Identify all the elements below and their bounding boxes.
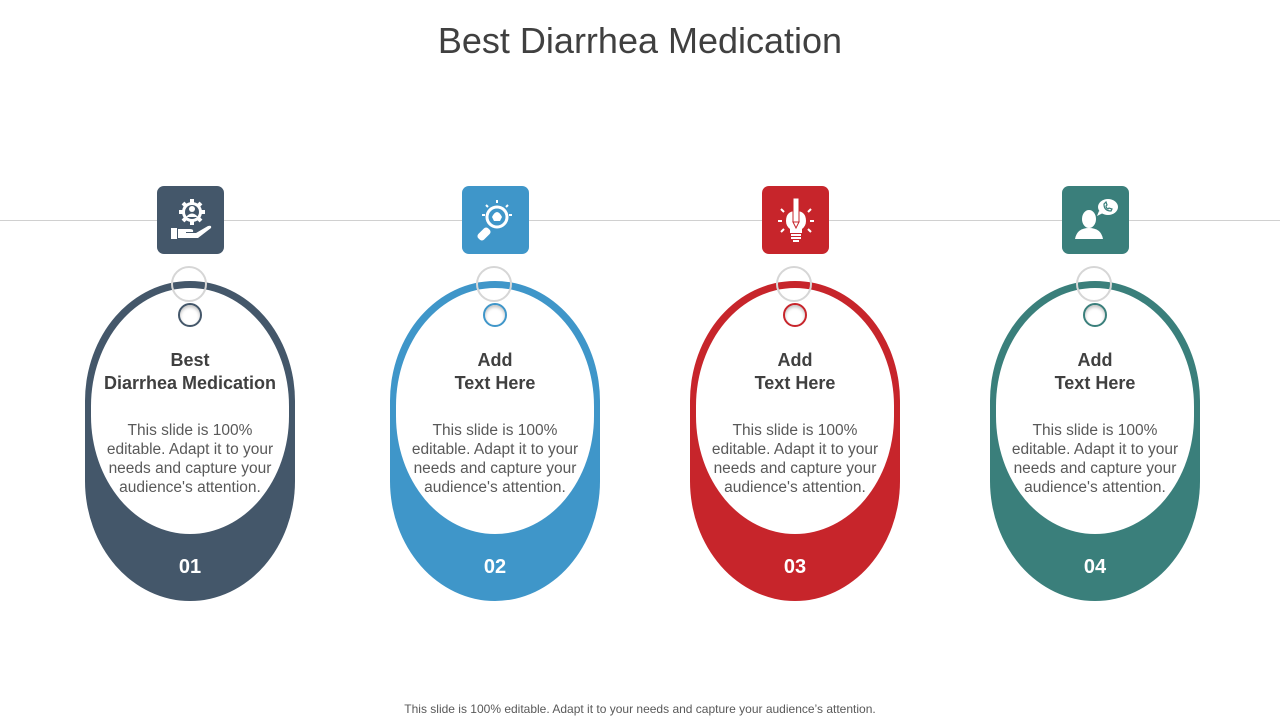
footer-note: This slide is 100% editable. Adapt it to… [404, 702, 876, 716]
tag-hole [783, 303, 807, 327]
card-inner-oval [91, 288, 289, 534]
tag-hole [1083, 303, 1107, 327]
card-4: Add Text Here This slide is 100% editable… [990, 186, 1202, 602]
card-inner-oval [696, 288, 894, 534]
card-heading: Add Text Here [454, 350, 536, 393]
card-number: 03 [783, 556, 807, 578]
hook-ring [476, 266, 512, 302]
card-2: Add Text Here This slide is 100% editable… [390, 186, 602, 602]
hook-ring [1076, 266, 1112, 302]
hand-gear-user-icon [157, 186, 224, 254]
timeline-line [0, 220, 1280, 221]
slide-title: Best Diarrhea Medication [437, 20, 843, 61]
person-phone-bubble-icon [1062, 186, 1129, 254]
card-inner-oval [996, 288, 1194, 534]
card-inner-oval [396, 288, 594, 534]
card-heading: Best Diarrhea Medication [103, 350, 277, 393]
card-body: This slide is 100% editable. Adapt it to… [1011, 422, 1179, 496]
card-number: 04 [1083, 556, 1107, 578]
hook-ring [776, 266, 812, 302]
card-body: This slide is 100% editable. Adapt it to… [711, 422, 879, 496]
lightbulb-pencil-icon [762, 186, 829, 254]
tag-hole [483, 303, 507, 327]
card-number: 01 [178, 556, 202, 578]
card-body: This slide is 100% editable. Adapt it to… [411, 422, 579, 496]
tag-hole [178, 303, 202, 327]
card-body: This slide is 100% editable. Adapt it to… [106, 422, 274, 496]
hook-ring [171, 266, 207, 302]
card-3: Add Text Here This slide is 100% editable… [690, 186, 902, 602]
card-1: Best Diarrhea Medication This slide is 10… [85, 186, 297, 602]
card-number: 02 [483, 556, 507, 578]
card-heading: Add Text Here [754, 350, 836, 393]
card-heading: Add Text Here [1054, 350, 1136, 393]
lightbulb-magnifier-icon [462, 186, 529, 254]
